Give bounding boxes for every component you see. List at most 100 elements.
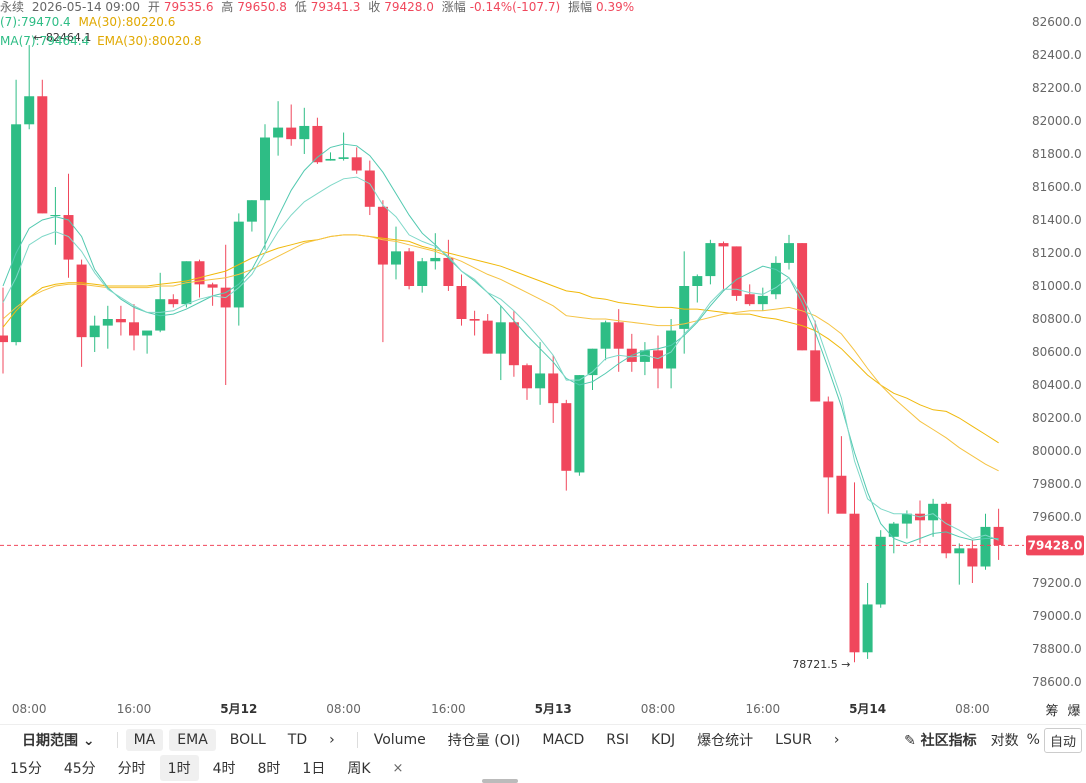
amp-label: 振幅: [568, 0, 593, 14]
candle-up: [928, 503, 939, 521]
x-tick-label: 08:00: [641, 702, 676, 716]
interval-toolbar: 15分 45分 分时 1时 4时 8时 1日 周K ×: [0, 753, 1086, 783]
sub-lsur[interactable]: LSUR: [775, 732, 812, 748]
y-tick-label: 80600.0: [1032, 345, 1082, 359]
candle-down: [351, 157, 362, 171]
candle-down: [967, 548, 978, 567]
community-label: 社区指标: [920, 733, 977, 749]
high-value: 79650.8: [237, 0, 287, 14]
y-tick-label: 81800.0: [1032, 147, 1082, 161]
chevron-right-icon[interactable]: ›: [833, 732, 840, 748]
candle-down: [443, 257, 454, 286]
candle-down: [168, 299, 179, 305]
low-label: 低: [294, 0, 307, 14]
change-value: -0.14%(-107.7): [469, 0, 561, 14]
indicator-toolbar: 日期范围 ⌄ MA EMA BOLL TD › Volume 持仓量 (OI) …: [0, 724, 1086, 755]
indicator-ema[interactable]: EMA: [169, 729, 216, 751]
percent-toggle[interactable]: %: [1026, 732, 1040, 748]
candle-up: [338, 157, 349, 159]
y-tick-label: 80400.0: [1032, 378, 1082, 392]
amp-value: 0.39%: [596, 0, 635, 14]
indicator-td[interactable]: TD: [287, 732, 308, 748]
candle-up: [692, 276, 703, 286]
y-tick-label: 78600.0: [1032, 675, 1082, 689]
interval-1w[interactable]: 周K: [347, 761, 371, 777]
indicator-ma[interactable]: MA: [125, 729, 164, 751]
y-tick-label: 82000.0: [1032, 114, 1082, 128]
candle-up: [142, 330, 153, 336]
candle-up: [260, 137, 270, 201]
ma7-legend: (7):79470.4: [0, 15, 71, 29]
candle-down: [810, 350, 821, 402]
interval-45m[interactable]: 45分: [63, 761, 96, 777]
drag-handle[interactable]: [482, 779, 518, 783]
candle-up: [705, 243, 716, 277]
y-tick-label: 82200.0: [1032, 81, 1082, 95]
y-tick-label: 82400.0: [1032, 48, 1082, 62]
interval-1h[interactable]: 1时: [159, 755, 199, 781]
indicator-boll[interactable]: BOLL: [229, 732, 266, 748]
log-scale-toggle[interactable]: 对数: [990, 733, 1019, 749]
candle-up: [273, 127, 284, 138]
candle-down: [207, 284, 218, 288]
candle-up: [666, 330, 677, 369]
close-icon[interactable]: ×: [392, 760, 404, 776]
chart-canvas[interactable]: 82600.0 82400.0 82200.0 82000.0 81800.0 81600…: [0, 0, 1086, 722]
edit-icon: ✎: [904, 733, 916, 749]
interval-1d[interactable]: 1日: [302, 761, 326, 777]
interval-4h[interactable]: 4时: [212, 761, 236, 777]
ema7-legend: MA(7):79464.4: [0, 34, 90, 48]
divider: [356, 732, 358, 748]
interval-timeline[interactable]: 分时: [117, 761, 146, 777]
date-range-button[interactable]: 日期范围 ⌄: [14, 727, 103, 753]
candle-up: [430, 257, 441, 262]
ema30-line: [2, 234, 999, 472]
sub-oi[interactable]: 持仓量 (OI): [447, 733, 521, 749]
symbol-type: 永续: [0, 0, 25, 14]
candle-up: [784, 243, 794, 263]
open-value: 79535.6: [163, 0, 214, 14]
sub-rsi[interactable]: RSI: [606, 732, 630, 748]
x-tick-label: 5月14: [849, 702, 886, 716]
candle-down: [993, 526, 1004, 546]
candle-up: [875, 536, 886, 605]
candle-down: [286, 127, 297, 140]
candle-up: [495, 322, 506, 354]
y-tick-label: 80000.0: [1032, 444, 1082, 458]
candle-up: [391, 251, 401, 265]
y-tick-label: 81400.0: [1032, 213, 1082, 227]
candle-down: [194, 261, 205, 285]
y-tick-label: 82600.0: [1032, 15, 1082, 29]
candle-down: [469, 319, 480, 321]
candlestick-chart[interactable]: 82600.0 82400.0 82200.0 82000.0 81800.0 81600…: [0, 0, 1086, 722]
ma30-line: [2, 234, 999, 444]
candle-up: [679, 286, 690, 329]
sub-kdj[interactable]: KDJ: [651, 732, 676, 748]
candle-up: [980, 526, 991, 567]
candle-up: [639, 350, 650, 362]
candle-time: 2026-05-14 09:00: [31, 0, 140, 14]
sub-liquidation[interactable]: 爆仓统计: [697, 733, 754, 749]
candle-down: [364, 170, 375, 207]
candle-down: [653, 350, 663, 369]
ema30-legend: EMA(30):80020.8: [97, 34, 202, 48]
candle-down: [456, 286, 467, 319]
chips-toggle: 筹: [1045, 703, 1058, 719]
chevron-right-icon[interactable]: ›: [329, 732, 335, 748]
community-indicator-button[interactable]: ✎ 社区指标: [896, 727, 985, 753]
candle-down: [561, 403, 572, 471]
interval-15m[interactable]: 15分: [10, 761, 42, 777]
auto-scale-toggle[interactable]: 自动: [1043, 727, 1082, 753]
interval-8h[interactable]: 8时: [257, 761, 281, 777]
divider: [116, 732, 118, 748]
candle-up: [24, 96, 35, 125]
candle-down: [613, 322, 624, 349]
candle-down: [941, 503, 952, 554]
open-label: 开: [147, 0, 160, 14]
sub-volume[interactable]: Volume: [373, 732, 426, 748]
candle-down: [823, 401, 834, 478]
sub-macd[interactable]: MACD: [542, 732, 585, 748]
candle-up: [89, 325, 100, 338]
x-tick-label: 16:00: [431, 702, 466, 716]
ema-legend: MA(7):79464.4 EMA(30):80020.8: [0, 34, 206, 48]
